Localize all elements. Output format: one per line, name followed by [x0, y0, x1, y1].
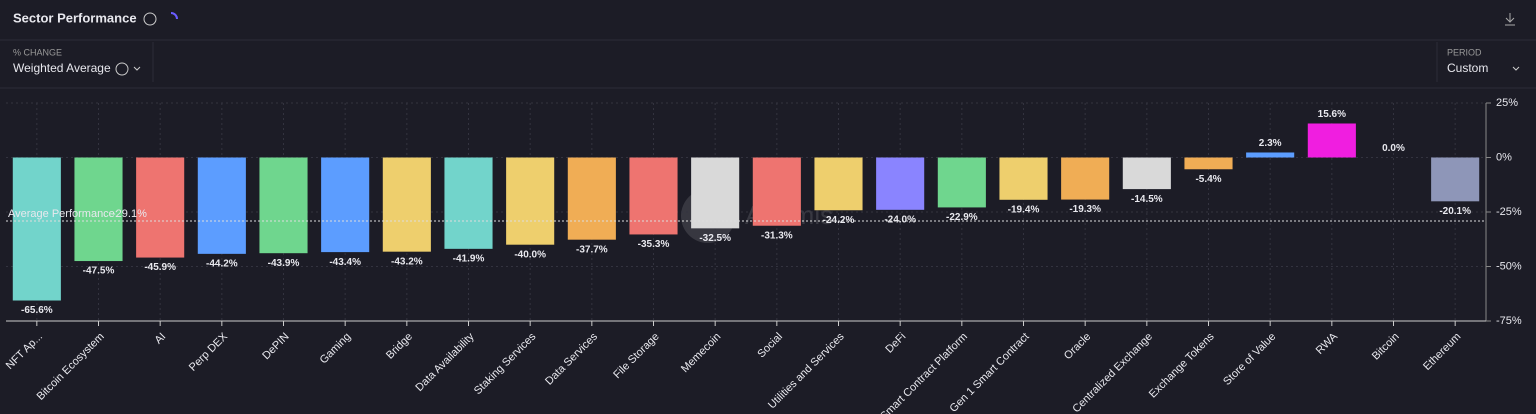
data-label: 15.6% — [1318, 109, 1346, 120]
bar — [382, 157, 431, 252]
data-label: 2.3% — [1259, 138, 1282, 149]
bar — [444, 157, 493, 249]
metric-label: % CHANGE — [13, 47, 62, 57]
data-label: -24.0% — [884, 214, 916, 225]
data-label: -14.5% — [1131, 194, 1163, 205]
bar — [1307, 123, 1356, 158]
panel-title: Sector Performance — [13, 10, 137, 25]
data-label: 0.0% — [1382, 143, 1405, 154]
data-label: -24.2% — [823, 215, 855, 226]
bar — [1431, 157, 1480, 202]
y-tick-label: 0% — [1496, 151, 1512, 163]
data-label: -31.3% — [761, 230, 793, 241]
bar — [937, 157, 986, 208]
bar — [876, 157, 925, 210]
data-label: -40.0% — [514, 249, 546, 260]
data-label: -45.9% — [144, 262, 176, 273]
data-label: -43.4% — [329, 257, 361, 268]
bar — [1246, 152, 1295, 158]
metric-select[interactable]: Weighted Average — [13, 61, 111, 75]
period-label: PERIOD — [1447, 47, 1482, 57]
chevron[interactable] — [133, 66, 141, 71]
data-label: -47.5% — [83, 266, 115, 277]
data-label: -65.6% — [21, 305, 53, 316]
bar — [691, 157, 740, 229]
data-label: -44.2% — [206, 258, 238, 269]
bar — [506, 157, 555, 245]
info-icon[interactable] — [115, 62, 129, 76]
bar — [321, 157, 370, 253]
bar — [259, 157, 308, 254]
data-label: -43.2% — [391, 256, 423, 267]
bar — [1122, 157, 1171, 190]
data-label: -32.5% — [699, 233, 731, 244]
bar — [197, 157, 246, 254]
bar — [814, 157, 863, 211]
average-label: Average Performance: — [8, 208, 118, 220]
download-icon[interactable] — [1505, 13, 1515, 26]
y-tick-label: -50% — [1496, 260, 1522, 272]
bar — [74, 157, 123, 262]
data-label: -41.9% — [453, 253, 485, 264]
bar — [567, 157, 616, 240]
data-label: -22.9% — [946, 212, 978, 223]
info-icon[interactable] — [143, 12, 157, 26]
data-label: -37.7% — [576, 244, 608, 255]
bar — [999, 157, 1048, 200]
bar — [136, 157, 185, 258]
loading-spinner — [170, 12, 178, 20]
y-tick-label: 25% — [1496, 97, 1518, 109]
average-value: -29.1% — [112, 208, 147, 220]
bar — [752, 157, 801, 226]
y-tick-label: -25% — [1496, 206, 1522, 218]
data-label: -19.3% — [1069, 204, 1101, 215]
period-select[interactable]: Custom — [1447, 61, 1488, 75]
chevron[interactable] — [1512, 66, 1520, 71]
bar — [1184, 157, 1233, 170]
bar — [1061, 157, 1110, 200]
data-label: -19.4% — [1008, 204, 1040, 215]
bar — [629, 157, 678, 235]
data-label: -43.9% — [268, 258, 300, 269]
data-label: -5.4% — [1195, 174, 1221, 185]
y-tick-label: -75% — [1496, 315, 1522, 327]
data-label: -35.3% — [638, 239, 670, 250]
data-label: -20.1% — [1439, 206, 1471, 217]
bar — [12, 157, 61, 301]
